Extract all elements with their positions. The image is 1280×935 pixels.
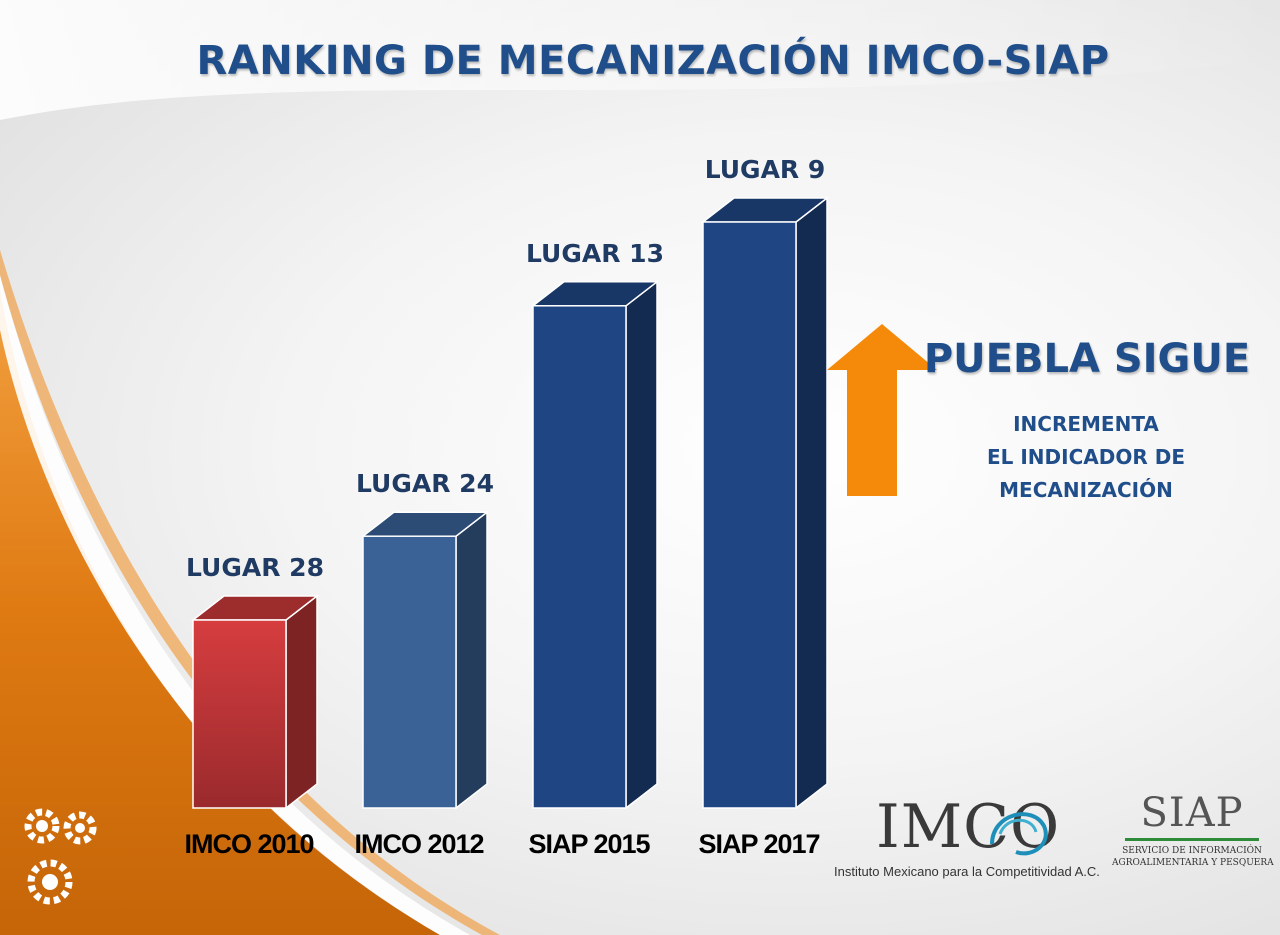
data-label: LUGAR 9: [705, 155, 826, 184]
bar-front: [702, 221, 797, 809]
subtitle-line: INCREMENTA: [1013, 412, 1159, 436]
category-label: IMCO 2010: [184, 829, 313, 859]
data-label: LUGAR 13: [526, 239, 664, 268]
bar-4: [700, 196, 830, 810]
bar-front: [532, 305, 627, 809]
bar-side: [625, 280, 658, 810]
white-swoosh: [0, 0, 1280, 120]
category-label: IMCO 2012: [354, 829, 483, 859]
imco-logo-name: Instituto Mexicano para la Competitivida…: [834, 864, 1100, 879]
category-label: SIAP 2015: [528, 829, 650, 859]
orange-swoosh: [0, 290, 440, 935]
headline: PUEBLA SIGUE: [923, 336, 1251, 382]
gears-icon: [24, 808, 97, 905]
siap-logo-line1: SERVICIO DE INFORMACIÓN: [1122, 846, 1262, 856]
bar-3: [530, 280, 660, 810]
bar-front: [362, 535, 457, 809]
subtitle-line: MECANIZACIÓN: [999, 478, 1173, 502]
siap-logo-line: [1125, 838, 1259, 841]
category-label: SIAP 2017: [698, 829, 819, 859]
bar-side: [455, 510, 488, 810]
siap-logo-word: SIAP: [1140, 790, 1244, 836]
slide-title: RANKING DE MECANIZACIÓN IMCO-SIAP: [196, 38, 1110, 84]
siap-logo: SIAP SERVICIO DE INFORMACIÓN AGROALIMENT…: [1112, 790, 1274, 882]
imco-logo-word: IMCO: [876, 792, 1061, 862]
bar-front: [192, 619, 287, 809]
bar-side: [795, 196, 828, 810]
subtitle: INCREMENTA EL INDICADOR DE MECANIZACIÓN: [960, 408, 1212, 507]
bar-side: [285, 594, 318, 810]
bar-2: [360, 510, 490, 810]
data-label: LUGAR 28: [186, 553, 324, 582]
data-label: LUGAR 24: [356, 469, 494, 498]
bar-1: [190, 594, 320, 810]
imco-swirl-icon: [990, 812, 1048, 856]
imco-logo: IMCO Instituto Mexicano para la Competit…: [834, 790, 1100, 882]
subtitle-line: EL INDICADOR DE: [987, 445, 1185, 469]
siap-logo-line2: AGROALIMENTARIA Y PESQUERA: [1112, 858, 1274, 868]
up-arrow-icon: [827, 324, 937, 496]
